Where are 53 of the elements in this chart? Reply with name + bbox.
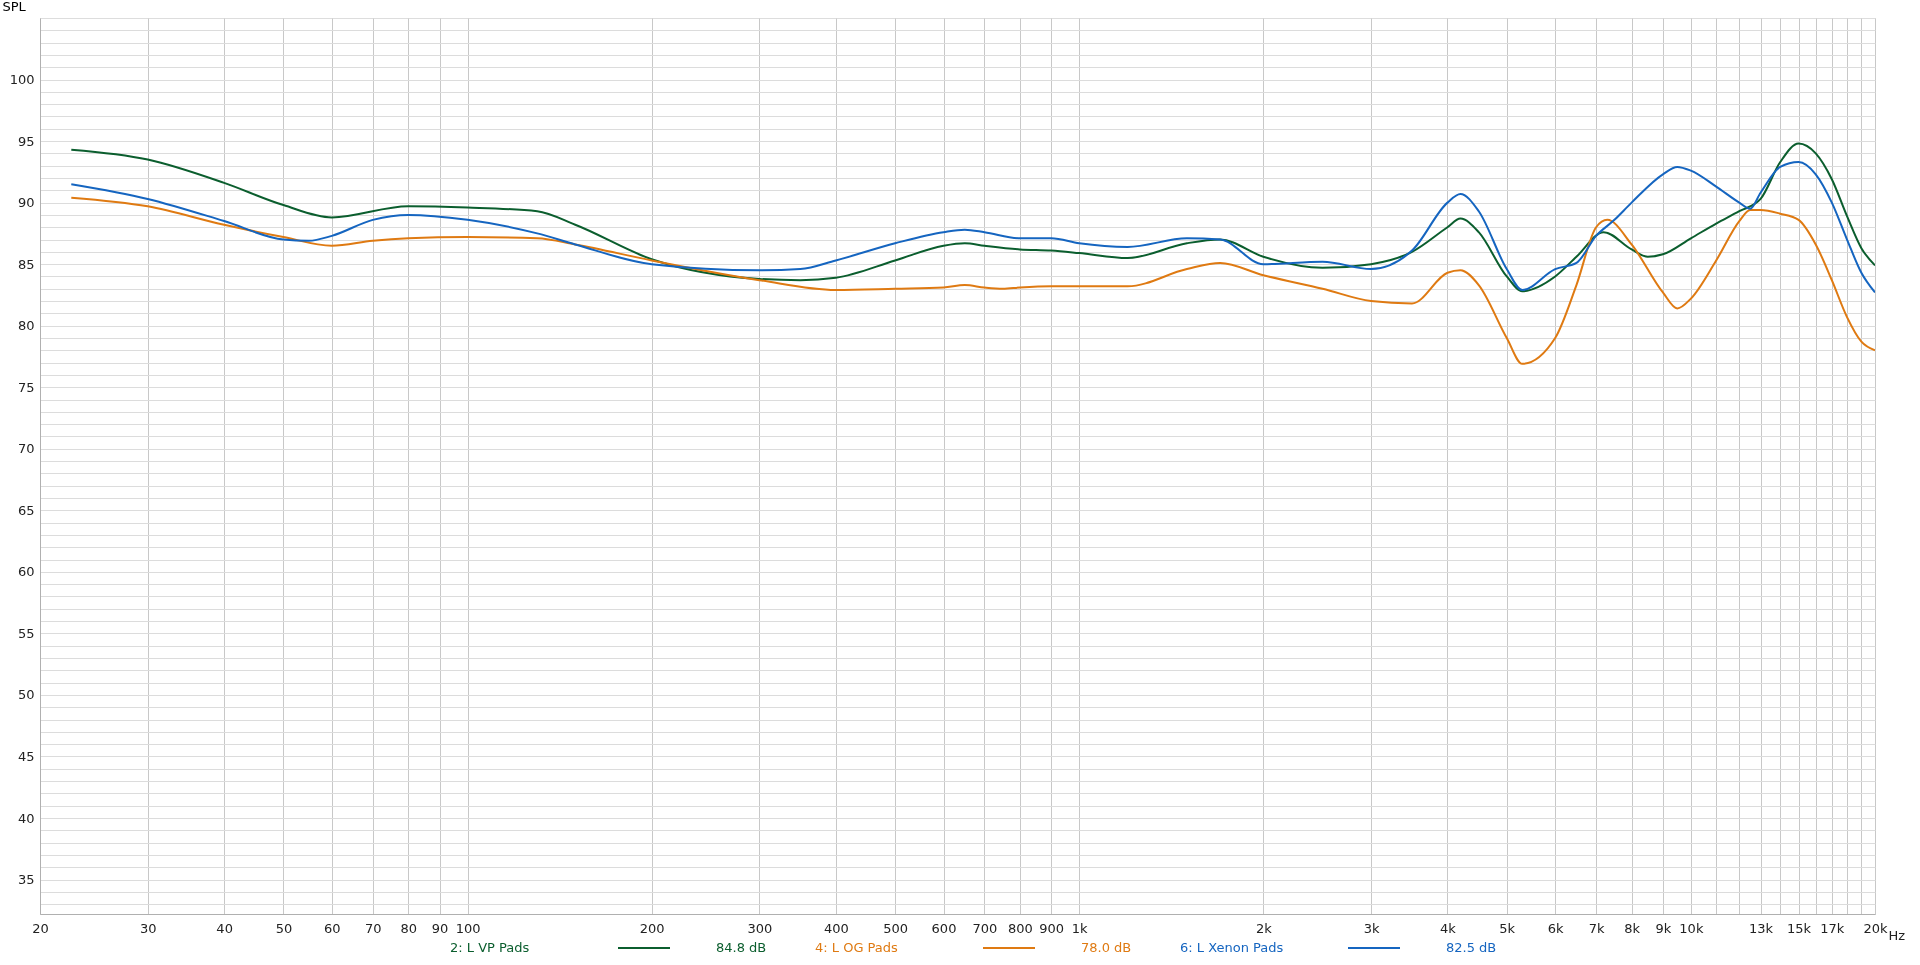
x-tick-label: 90 xyxy=(431,920,449,936)
y-tick-label: 40 xyxy=(17,810,35,826)
x-tick-label: 30 xyxy=(139,920,157,936)
x-tick-label: 80 xyxy=(400,920,418,936)
x-tick-label: 100 xyxy=(455,920,481,936)
x-tick-label: 900 xyxy=(1039,920,1065,936)
x-tick-label: 15k xyxy=(1787,920,1812,936)
x-tick-label: 800 xyxy=(1008,920,1033,936)
x-tick-label: 500 xyxy=(883,920,908,936)
y-tick-label: 100 xyxy=(9,72,35,88)
x-tick-label: 600 xyxy=(931,920,957,936)
x-tick-label: 10k xyxy=(1679,920,1704,936)
y-tick-label: 75 xyxy=(17,379,35,395)
x-tick-label: 60 xyxy=(324,920,341,936)
x-tick-label: 70 xyxy=(365,920,382,936)
x-axis-title: Hz xyxy=(1888,927,1906,943)
y-tick-label: 60 xyxy=(17,564,35,580)
text: 78.0 dB xyxy=(1081,940,1132,955)
x-tick-label: 20 xyxy=(32,920,49,936)
x-tick-label: 40 xyxy=(216,920,233,936)
x-tick-label: 300 xyxy=(747,920,773,936)
y-tick-label: 80 xyxy=(17,318,35,334)
x-tick-label: 13k xyxy=(1749,920,1774,936)
x-tick-label: 20k xyxy=(1863,920,1888,936)
y-tick-label: 90 xyxy=(17,195,35,211)
text: 84.8 dB xyxy=(716,940,767,955)
y-tick-label: 50 xyxy=(17,687,35,703)
x-tick-label: 700 xyxy=(972,920,998,936)
y-tick-label: 65 xyxy=(17,502,35,518)
x-tick-label: 8k xyxy=(1624,920,1641,936)
text: 4: L OG Pads xyxy=(815,940,899,955)
y-tick-label: 85 xyxy=(17,256,35,272)
text: 82.5 dB xyxy=(1446,940,1497,955)
x-tick-label: 200 xyxy=(639,920,665,936)
x-tick-label: 2k xyxy=(1255,920,1273,936)
x-tick-label: 400 xyxy=(823,920,849,936)
text: 6: L Xenon Pads xyxy=(1180,940,1284,955)
x-tick-label: 7k xyxy=(1588,920,1605,936)
y-tick-label: 95 xyxy=(17,133,35,149)
x-tick-label: 9k xyxy=(1655,920,1672,936)
x-tick-label: 3k xyxy=(1363,920,1380,936)
y-tick-label: 45 xyxy=(17,748,35,764)
y-tick-label: 70 xyxy=(17,441,35,457)
x-tick-label: 4k xyxy=(1440,920,1457,936)
text: 2: L VP Pads xyxy=(450,940,530,955)
x-tick-label: 50 xyxy=(275,920,293,936)
x-tick-label: 6k xyxy=(1547,920,1565,936)
y-tick-label: 35 xyxy=(17,872,35,888)
x-tick-label: 1k xyxy=(1071,920,1089,936)
x-tick-label: 5k xyxy=(1499,920,1516,936)
y-tick-label: 55 xyxy=(17,625,35,641)
y-axis-title: SPL xyxy=(2,0,27,14)
x-tick-label: 17k xyxy=(1820,920,1845,936)
